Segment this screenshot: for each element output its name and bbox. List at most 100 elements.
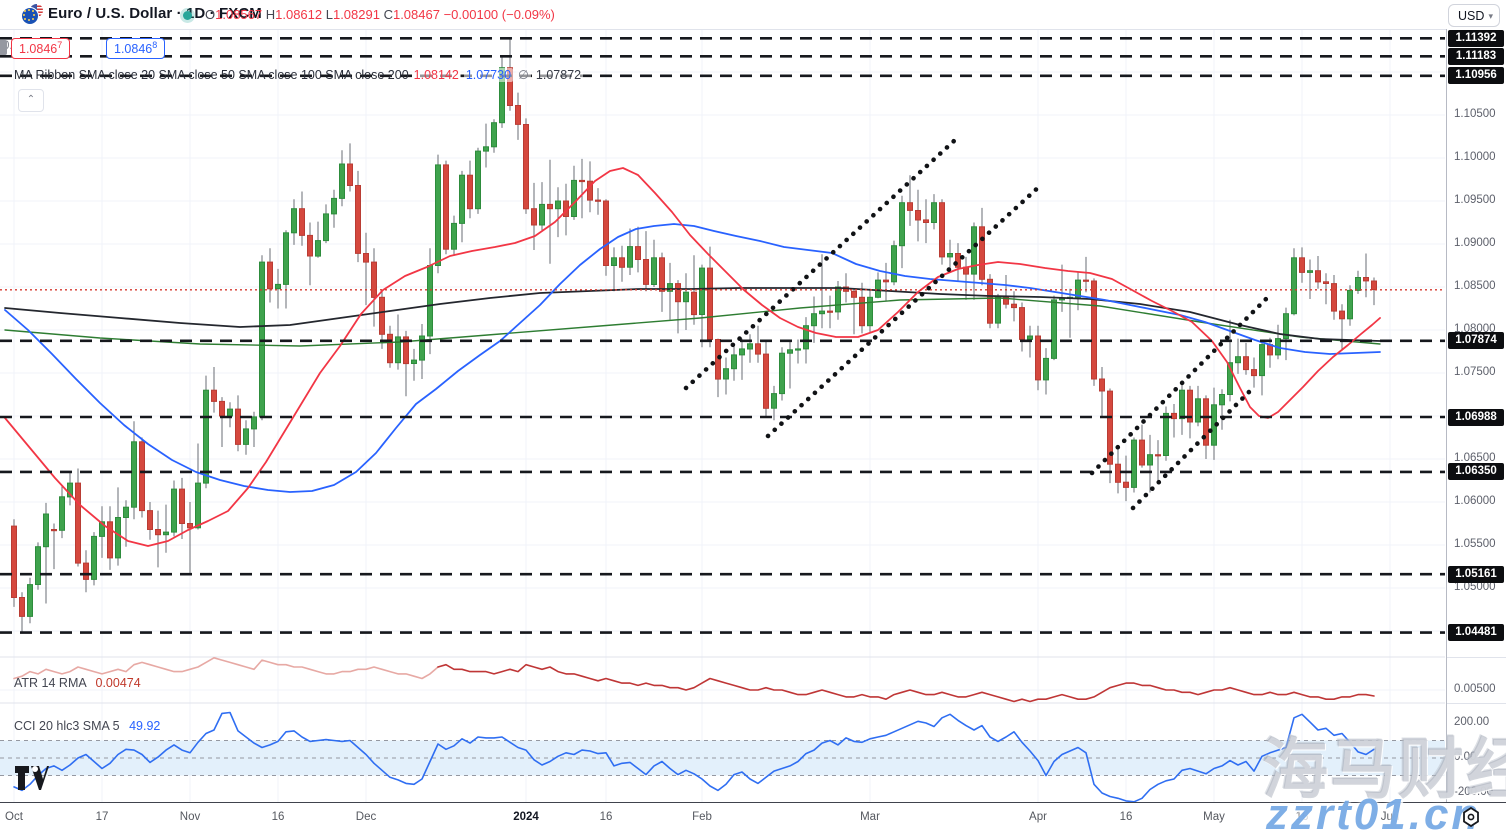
ma-ribbon-legend[interactable]: MA Ribbon SMA close 20 SMA close 50 SMA … <box>14 67 584 82</box>
trendline-dotted[interactable] <box>1089 294 1271 476</box>
candle-body <box>867 296 873 327</box>
time-axis-label: Jun <box>1380 811 1400 823</box>
candle-body <box>1315 270 1321 283</box>
price-axis-label: 1.08000 <box>1454 323 1496 335</box>
price-tag-red[interactable]: 1.08467 <box>11 38 71 60</box>
toolbar-divider <box>0 29 1446 30</box>
price-level-badge: 1.06350 <box>1448 463 1504 481</box>
candle-body <box>1011 303 1017 309</box>
price-tag-blue[interactable]: 1.08468 <box>106 38 166 60</box>
cci-value: 49.92 <box>129 719 161 733</box>
candle-body <box>459 174 465 224</box>
time-axis[interactable]: Oct 17 Nov 16 Dec 2024 16 Feb Mar Apr 16 May 16 Jun <box>0 802 1506 834</box>
time-axis-label: Dec <box>355 811 377 823</box>
candle-body <box>723 368 729 380</box>
candle-body <box>267 261 273 290</box>
price-level-badge: 1.11183 <box>1448 47 1504 65</box>
candle-body <box>1171 412 1177 420</box>
market-status-dot[interactable] <box>183 11 192 20</box>
candle-body <box>531 208 537 226</box>
candle-body <box>1027 335 1033 340</box>
candle-body <box>931 202 937 223</box>
candle-body <box>243 428 249 445</box>
candle-body <box>683 291 689 303</box>
candle-body <box>1051 299 1057 359</box>
ohlc-readout: O1.08567 H1.08612 L1.08291 C1.08467 −0.0… <box>205 7 555 22</box>
candle-body <box>603 200 609 266</box>
candle-body <box>1259 344 1265 377</box>
price-level-badge: 1.04481 <box>1448 624 1504 642</box>
eu-star-dot <box>23 14 25 16</box>
price-level-badge: 1.10956 <box>1448 67 1504 85</box>
candle-body <box>1131 439 1137 488</box>
candle-body <box>643 259 649 285</box>
candle-body <box>955 253 961 268</box>
chart-canvas[interactable] <box>0 29 1446 802</box>
candle-body <box>827 310 833 313</box>
currency-label: USD <box>1458 9 1485 23</box>
candle-body <box>179 488 185 525</box>
chevron-down-icon: ▾ <box>1488 11 1493 21</box>
candle-body <box>1251 369 1257 377</box>
currency-selector-button[interactable]: USD ▾ <box>1448 4 1500 27</box>
candle-body <box>883 279 889 283</box>
candle-body <box>275 283 281 290</box>
axis-settings-gear-icon[interactable] <box>1460 806 1482 828</box>
symbol-title[interactable]: Euro / U.S. Dollar · 1D · FXCM <box>48 5 262 22</box>
candle-body <box>379 296 385 335</box>
chart-toolbar: Euro / U.S. Dollar · 1D · FXCM O1.08567 … <box>0 0 1506 30</box>
candle-body <box>1299 257 1305 273</box>
candle-body <box>155 529 161 536</box>
candle-body <box>1123 481 1129 488</box>
candle-body <box>451 222 457 250</box>
candle-body <box>579 179 585 183</box>
cci-line <box>13 711 1375 802</box>
price-level-badge: 1.06988 <box>1448 408 1504 426</box>
candle-body <box>35 546 41 586</box>
candle-body <box>211 389 217 402</box>
time-axis-label: Nov <box>179 811 201 823</box>
candle-body <box>99 521 105 537</box>
price-axis-label: 1.05000 <box>1454 581 1496 593</box>
candle-body <box>899 202 905 247</box>
candle-body <box>1291 257 1297 315</box>
candle-body <box>507 67 513 106</box>
atr-line-faded <box>13 656 439 680</box>
candle-body <box>331 197 337 215</box>
candle-body <box>771 393 777 409</box>
candles <box>11 38 1377 633</box>
time-axis-label: 2024 <box>513 811 539 823</box>
candle-body <box>539 203 545 226</box>
collapse-indicators-button[interactable]: ⌃ <box>18 89 44 112</box>
candle-body <box>51 529 57 532</box>
candle-body <box>1107 390 1113 465</box>
candle-body <box>875 279 881 298</box>
candle-body <box>371 261 377 298</box>
candle-body <box>1187 389 1193 423</box>
candle-body <box>787 349 793 354</box>
trendline-dotted[interactable] <box>683 137 958 391</box>
candle-body <box>819 310 825 315</box>
time-axis-label: 16 <box>599 811 613 823</box>
candle-body <box>939 202 945 258</box>
candle-body <box>619 257 625 268</box>
candle-body <box>979 226 985 280</box>
tradingview-logo[interactable] <box>14 763 50 793</box>
candle-body <box>419 335 425 361</box>
candle-body <box>915 210 921 221</box>
candle-body <box>851 290 857 298</box>
candle-body <box>1355 277 1361 291</box>
price-axis[interactable]: 1.10500 1.10000 1.09500 1.09000 1.08500 1.080… <box>1446 29 1506 802</box>
trendline-dotted[interactable] <box>765 181 1045 439</box>
candle-body <box>435 164 441 266</box>
trendline-dotted[interactable] <box>1130 384 1257 511</box>
time-axis-label: 16 <box>271 811 285 823</box>
candle-body <box>1179 389 1185 420</box>
time-axis-label: May <box>1203 811 1225 823</box>
candle-body <box>283 232 289 285</box>
cci-indicator-legend[interactable]: CCI 20 hlc3 SMA 5 49.92 <box>14 719 160 733</box>
candle-body <box>1155 454 1161 457</box>
candle-body <box>475 150 481 210</box>
atr-indicator-legend[interactable]: ATR 14 RMA 0.00474 <box>14 676 141 690</box>
candle-body <box>995 296 1001 324</box>
